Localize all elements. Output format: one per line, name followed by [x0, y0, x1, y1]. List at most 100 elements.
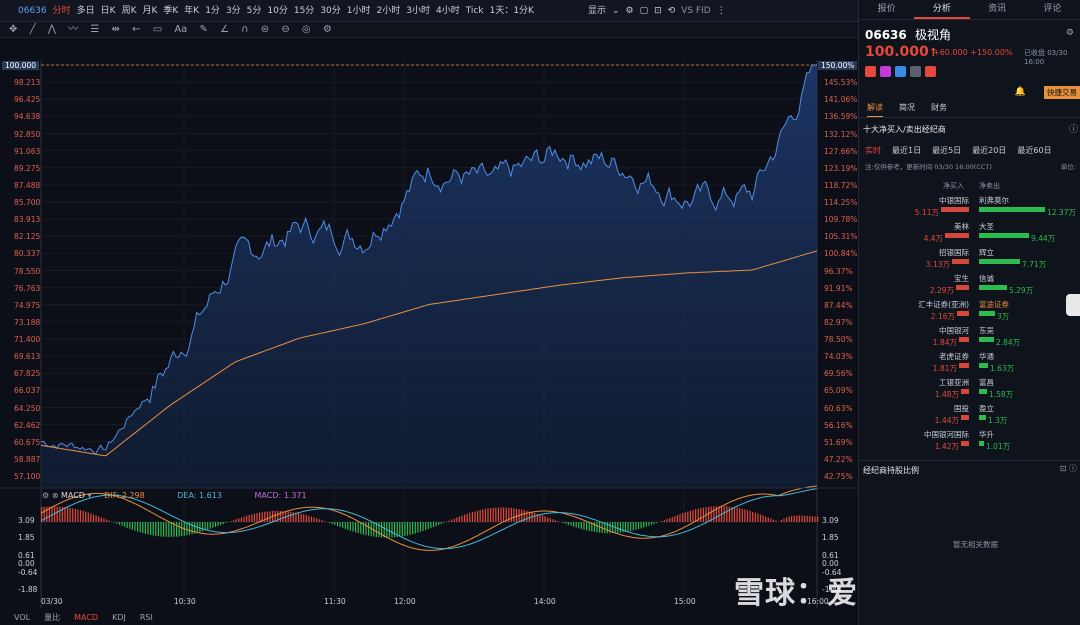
time-tick: 10:30 [174, 597, 196, 606]
period-tab[interactable]: 周K [121, 6, 137, 16]
buy-value: 4.4万 [923, 234, 943, 243]
period-tab[interactable]: 1天：1分K [489, 6, 534, 16]
indicator-tab[interactable]: VOL [14, 613, 31, 622]
delete-icon[interactable]: ⊖ [281, 24, 290, 35]
panel-tab[interactable]: 分析 [914, 0, 970, 19]
pct-tick: 96.37% [824, 266, 853, 276]
sub-tab[interactable]: 简况 [899, 103, 915, 112]
macd-bar [240, 517, 242, 522]
panel-tab[interactable]: 报价 [877, 4, 896, 14]
price-change: +60.000 [933, 48, 968, 57]
angle-icon[interactable]: ∠ [220, 24, 230, 35]
camera-icon[interactable]: ⊡ [654, 6, 662, 16]
period-tab[interactable]: 1分 [205, 6, 220, 16]
time-tick: 03/30 [41, 597, 63, 606]
sell-value: 2.84万 [996, 338, 1021, 347]
quick-trade-button[interactable]: 快捷交易 [1044, 86, 1080, 99]
period-tab[interactable]: 月K [142, 6, 158, 16]
square-icon[interactable]: ▢ [639, 6, 649, 16]
period-tab[interactable]: 日K [100, 6, 116, 16]
info-icon[interactable]: ⓘ [1068, 125, 1078, 135]
macd-bar [806, 515, 808, 522]
period-tab[interactable]: 15分 [293, 6, 315, 16]
macd-bar [573, 522, 575, 527]
period-tab[interactable]: 分时 [52, 6, 71, 16]
panel-tab[interactable]: 资讯 [988, 4, 1007, 14]
range-tab[interactable]: 最近60日 [1017, 146, 1052, 155]
settings-icon[interactable]: ⚙ [625, 6, 634, 16]
indicator-tab[interactable]: RSI [139, 613, 153, 622]
lock-icon[interactable]: ⊜ [260, 24, 270, 35]
close-time: 已收盘 03/30 16:00 [1024, 49, 1068, 66]
wave-tool-icon[interactable]: 〰 [68, 24, 79, 35]
more-icon[interactable]: ⋮ [716, 6, 726, 16]
last-pct-tag: 150.00% [818, 61, 858, 70]
export-icon[interactable]: ⊡ ⓘ [1059, 464, 1077, 473]
period-tab[interactable]: Tick [465, 6, 484, 16]
pct-tick: 132.12% [824, 129, 858, 139]
period-tab[interactable]: 季K [163, 6, 179, 16]
measure-tool-icon[interactable]: ⇹ [111, 24, 120, 35]
macd-tick: 0.00 [18, 559, 35, 568]
buy-bar [941, 207, 969, 212]
chart-area[interactable] [0, 38, 858, 611]
panel-tab[interactable]: 评论 [1043, 4, 1062, 14]
price-tick: 62.462 [14, 420, 41, 430]
display-menu[interactable]: 显示 [587, 6, 606, 16]
line-tool-icon[interactable]: ╱ [29, 24, 36, 35]
macd-bar [490, 508, 492, 522]
period-tab[interactable]: 10分 [267, 6, 288, 16]
text-tool-icon[interactable]: Aa [174, 24, 188, 35]
broker-row: 宝生 信诚 2.29万 5.29万 [859, 273, 1080, 299]
macd-bar [163, 522, 165, 537]
indicator-tab[interactable]: MACD [74, 613, 99, 622]
macd-bar [246, 515, 248, 522]
magnet-icon[interactable]: ∩ [241, 24, 249, 35]
crosshair-icon[interactable]: ✥ [9, 24, 18, 35]
settings-icon[interactable]: ⚙ [42, 491, 50, 500]
settings-icon[interactable]: ⚙ [322, 24, 332, 35]
sub-tab[interactable]: 财务 [931, 103, 947, 112]
period-tab[interactable]: 2小时 [376, 6, 401, 16]
macd-bar [653, 522, 655, 524]
macd-legend: ⚙ ⊗ MACD ▾ DIF: 2.298 DEA: 1.613 MACD: 1… [42, 491, 307, 500]
eye-icon[interactable]: ◎ [301, 24, 311, 35]
macd-bar [497, 507, 499, 522]
channel-tool-icon[interactable]: ⋀ [47, 24, 56, 35]
range-tab[interactable]: 最近5日 [932, 146, 962, 155]
macd-bar [650, 522, 653, 525]
buy-broker: 中银国际 [939, 196, 969, 205]
heart-icon[interactable] [925, 66, 936, 77]
period-tab[interactable]: 30分 [320, 6, 341, 16]
period-tab[interactable]: 1小时 [346, 6, 371, 16]
range-tab[interactable]: 最近20日 [972, 146, 1007, 155]
hk-badge-icon [865, 66, 876, 77]
sub-tab[interactable]: 解读 [867, 100, 883, 117]
indicator-tabs: VOL 量比 MACD KDJ RSI [0, 611, 858, 625]
rect-tool-icon[interactable]: ▭ [152, 24, 163, 35]
indicator-tab[interactable]: KDJ [112, 613, 126, 622]
macd-bar [105, 519, 108, 522]
fib-tool-icon[interactable]: ☰ [90, 24, 100, 35]
side-float-button[interactable] [1066, 294, 1080, 316]
period-tab[interactable]: 5分 [246, 6, 262, 16]
close-icon[interactable]: ⊗ [51, 491, 59, 500]
indicator-tab[interactable]: 量比 [44, 613, 61, 622]
range-tab[interactable]: 实时 [865, 146, 881, 155]
compare-button[interactable]: VS FID [681, 6, 711, 16]
macd-bar [108, 520, 110, 522]
macd-tick-right: 1.85 [822, 533, 839, 542]
period-tab[interactable]: 多日 [76, 6, 95, 16]
macd-bar [394, 522, 396, 538]
arrow-tool-icon[interactable]: ← [132, 24, 141, 35]
bell-icon[interactable]: 🔔 [1014, 87, 1026, 97]
undo-icon[interactable]: ⟲ [667, 6, 676, 16]
brush-icon[interactable]: ✎ [199, 24, 208, 35]
period-tab[interactable]: 3分 [225, 6, 241, 16]
period-tab[interactable]: 4小时 [435, 6, 460, 16]
range-tab[interactable]: 最近1日 [892, 146, 922, 155]
period-tab[interactable]: 年K [184, 6, 200, 16]
settings-icon[interactable]: ⚙ [1065, 28, 1074, 38]
chevron-down-icon[interactable]: ▾ [87, 491, 92, 500]
period-tab[interactable]: 3小时 [406, 6, 430, 16]
